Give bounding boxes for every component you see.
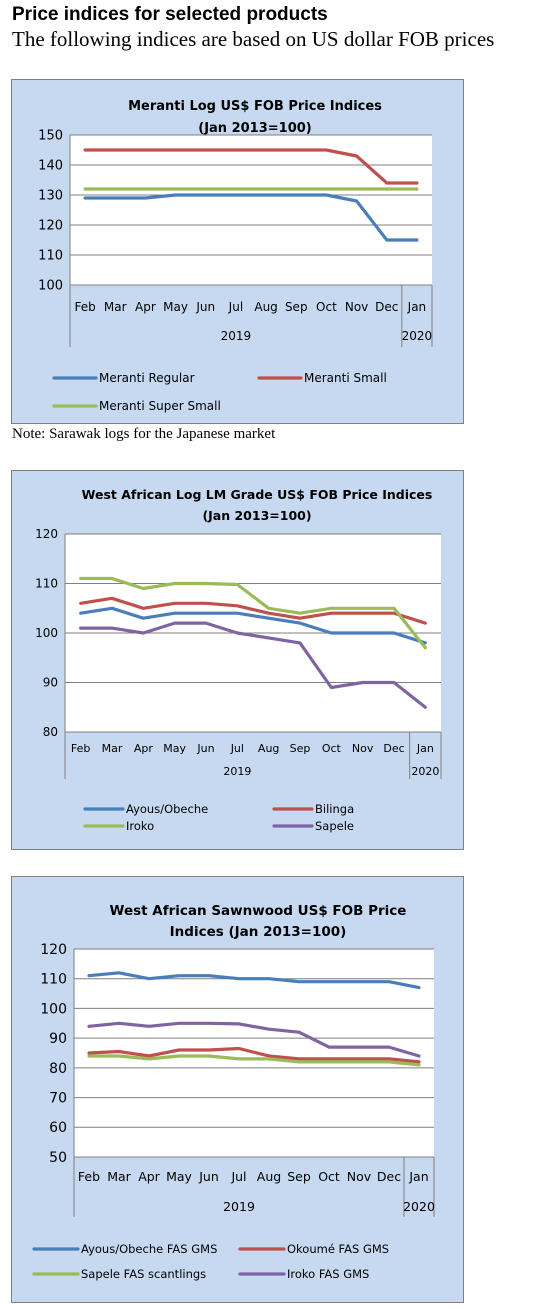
- x-tick-label: Apr: [135, 300, 156, 314]
- x-tick-label: Apr: [138, 1169, 160, 1184]
- x-tick-label: Nov: [345, 300, 368, 314]
- x-tick-label: Jul: [228, 300, 243, 314]
- x-tick-label: May: [163, 300, 188, 314]
- y-tick-label: 120: [35, 527, 58, 541]
- legend-label: Meranti Small: [304, 371, 387, 385]
- y-tick-label: 100: [38, 279, 63, 294]
- year-label: 2020: [411, 765, 439, 778]
- x-tick-label: Aug: [257, 1169, 281, 1184]
- y-tick-label: 90: [49, 1031, 67, 1047]
- series-line-0: [83, 193, 419, 242]
- y-tick-label: 70: [49, 1090, 67, 1106]
- x-tick-label: Feb: [74, 300, 95, 314]
- meranti-chart-panel: Meranti Log US$ FOB Price Indices (Jan 20…: [11, 79, 464, 424]
- chart-title-line: (Jan 2013=100): [202, 508, 311, 523]
- y-tick-label: 120: [40, 942, 67, 958]
- series-line-2: [79, 576, 427, 650]
- legend-label: Meranti Super Small: [99, 399, 221, 413]
- series-line-2: [87, 1054, 421, 1067]
- year-label: 2020: [402, 329, 433, 343]
- west-african-log-chart-panel: West African Log LM Grade US$ FOB Price …: [11, 470, 464, 850]
- y-tick-label: 110: [38, 249, 63, 264]
- y-tick-label: 90: [43, 676, 58, 690]
- y-tick-label: 50: [49, 1150, 67, 1166]
- x-tick-label: Jul: [230, 742, 244, 755]
- y-tick-label: 80: [43, 725, 58, 739]
- year-label: 2019: [221, 329, 252, 343]
- x-tick-label: Oct: [322, 742, 342, 755]
- year-label: 2019: [223, 1199, 255, 1214]
- y-tick-label: 130: [38, 189, 63, 204]
- plot-area: [70, 135, 432, 285]
- x-tick-label: Feb: [71, 742, 90, 755]
- y-tick-label: 80: [49, 1061, 67, 1077]
- x-tick-label: Jun: [195, 300, 215, 314]
- y-tick-label: 100: [35, 626, 58, 640]
- series-line-0: [87, 971, 421, 990]
- page-subheading: The following indices are based on US do…: [12, 27, 495, 51]
- y-tick-label: 150: [38, 129, 63, 144]
- x-tick-label: Nov: [352, 742, 374, 755]
- x-tick-label: Aug: [254, 300, 277, 314]
- legend-label: Sapele: [315, 819, 354, 833]
- y-tick-label: 100: [40, 1001, 67, 1017]
- x-tick-label: Mar: [102, 742, 123, 755]
- series-line-1: [87, 1046, 421, 1064]
- legend-label: Bilinga: [315, 802, 354, 816]
- series-line-0: [79, 606, 427, 645]
- x-tick-label: Dec: [377, 1169, 401, 1184]
- x-tick-label: Oct: [318, 1169, 340, 1184]
- series-line-3: [79, 621, 427, 709]
- x-tick-label: Jun: [198, 1169, 219, 1184]
- x-tick-label: Sep: [290, 742, 311, 755]
- chart-title-line: Indices (Jan 2013=100): [170, 924, 347, 940]
- y-tick-label: 60: [49, 1120, 67, 1136]
- west-african-sawnwood-chart-panel: West African Sawnwood US$ FOB Price Indic…: [11, 876, 464, 1303]
- chart-title-line: (Jan 2013=100): [198, 121, 311, 136]
- y-tick-label: 140: [38, 159, 63, 174]
- x-tick-label: May: [163, 742, 186, 755]
- x-tick-label: Sep: [285, 300, 308, 314]
- y-tick-label: 110: [40, 972, 67, 988]
- x-tick-label: Dec: [383, 742, 404, 755]
- west-african-log-chart: West African Log LM Grade US$ FOB Price …: [35, 487, 442, 833]
- x-tick-label: Jan: [407, 300, 427, 314]
- legend-label: Iroko FAS GMS: [287, 1267, 369, 1281]
- year-label: 2019: [223, 765, 251, 778]
- x-tick-label: Aug: [258, 742, 279, 755]
- chart-title-line: Meranti Log US$ FOB Price Indices: [128, 99, 382, 114]
- y-tick-label: 110: [35, 577, 58, 591]
- x-tick-label: Apr: [134, 742, 154, 755]
- y-tick-label: 120: [38, 219, 63, 234]
- chart-title-line: West African Log LM Grade US$ FOB Price …: [82, 487, 433, 502]
- legend-label: Sapele FAS scantlings: [81, 1267, 206, 1281]
- chart-title-line: West African Sawnwood US$ FOB Price: [110, 903, 407, 919]
- legend-label: Ayous/Obeche: [126, 802, 208, 816]
- x-tick-label: Oct: [316, 300, 337, 314]
- series-line-1: [83, 148, 419, 185]
- x-tick-label: May: [166, 1169, 192, 1184]
- legend-label: Ayous/Obeche FAS GMS: [81, 1242, 217, 1256]
- x-tick-label: Jan: [416, 742, 434, 755]
- legend-label: Iroko: [126, 819, 154, 833]
- x-tick-label: Nov: [347, 1169, 372, 1184]
- x-tick-label: Mar: [107, 1169, 131, 1184]
- x-tick-label: Sep: [287, 1169, 311, 1184]
- x-tick-label: Jul: [230, 1169, 246, 1184]
- west-african-sawnwood-chart: West African Sawnwood US$ FOB Price Indic…: [32, 903, 435, 1281]
- legend-label: Meranti Regular: [99, 371, 195, 385]
- x-tick-label: Jun: [196, 742, 214, 755]
- x-tick-label: Dec: [375, 300, 398, 314]
- series-line-3: [87, 1021, 421, 1058]
- x-tick-label: Feb: [78, 1169, 100, 1184]
- legend-label: Okoumé FAS GMS: [287, 1242, 389, 1256]
- x-tick-label: Mar: [104, 300, 127, 314]
- series-line-1: [79, 596, 427, 625]
- meranti-chart: Meranti Log US$ FOB Price Indices (Jan 20…: [38, 99, 433, 413]
- page-heading: Price indices for selected products: [12, 4, 328, 25]
- chart-note: Note: Sarawak logs for the Japanese mark…: [12, 426, 276, 442]
- year-label: 2020: [403, 1199, 435, 1214]
- x-tick-label: Jan: [408, 1169, 428, 1184]
